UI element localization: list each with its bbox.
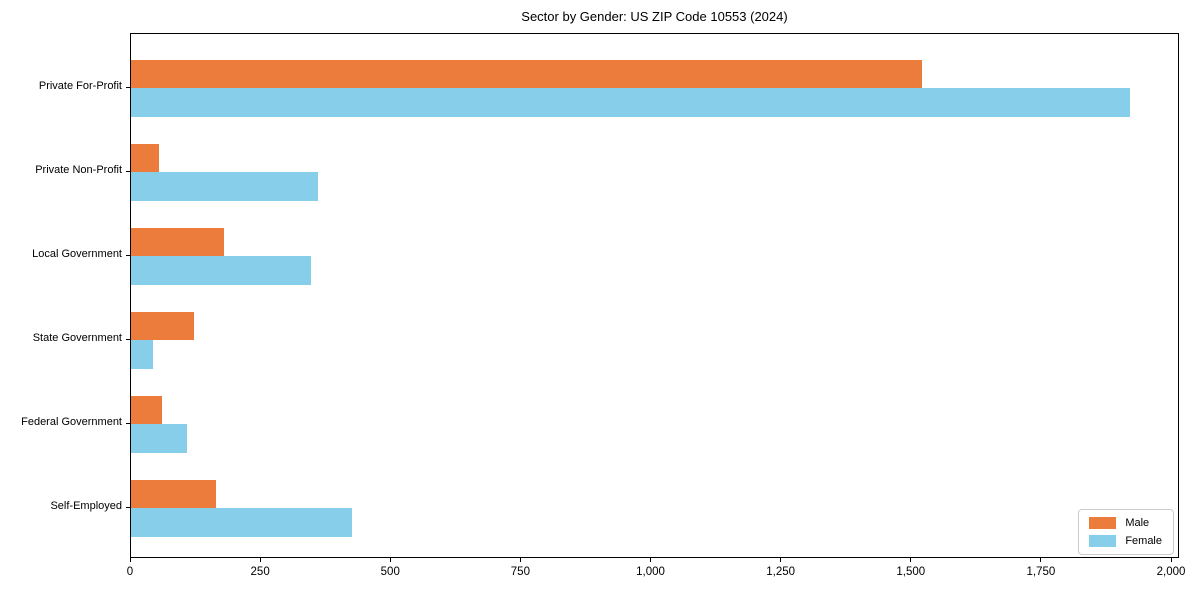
y-tick-mark [126, 171, 130, 172]
bar-male-6 [131, 479, 216, 508]
legend-item-male: Male [1089, 517, 1162, 529]
y-tick-mark [126, 255, 130, 256]
y-tick-label: State Government [32, 332, 122, 344]
x-tick-mark [1170, 558, 1172, 562]
x-tick-label: 750 [510, 566, 530, 578]
chart-title: Sector by Gender: US ZIP Code 10553 (202… [521, 9, 788, 24]
y-tick-label: Private Non-Profit [35, 164, 122, 176]
x-tick-mark [650, 558, 651, 562]
plot-area [130, 33, 1179, 558]
bar-male-1 [131, 59, 923, 88]
bar-female-6 [131, 508, 353, 537]
bar-female-4 [131, 340, 154, 369]
bar-male-3 [131, 227, 224, 256]
bar-female-3 [131, 256, 311, 285]
legend-label-female: Female [1125, 535, 1162, 547]
male-swatch-icon [1089, 517, 1117, 529]
y-tick-mark [126, 423, 130, 424]
y-tick-label: Federal Government [21, 416, 122, 428]
x-tick-label: 1,000 [636, 566, 665, 578]
x-tick-label: 1,500 [896, 566, 926, 578]
x-tick-label: 1,750 [1026, 566, 1056, 578]
legend-item-female: Female [1089, 535, 1162, 547]
bar-male-2 [131, 143, 159, 172]
female-swatch-icon [1089, 535, 1117, 547]
x-tick-mark [780, 558, 782, 562]
x-tick-mark [519, 558, 521, 562]
x-tick-mark [389, 558, 391, 562]
x-tick-mark [1040, 558, 1042, 562]
y-tick-label: Private For-Profit [38, 80, 122, 92]
bar-male-5 [131, 395, 163, 424]
x-tick-label: 2,000 [1156, 566, 1186, 578]
y-tick-label: Local Government [32, 248, 122, 260]
x-tick-label: 500 [380, 566, 400, 578]
y-tick-label: Self-Employed [50, 500, 122, 512]
x-tick-mark [259, 558, 261, 562]
x-tick-label: 1,250 [766, 566, 796, 578]
bar-female-1 [131, 88, 1131, 117]
bar-male-4 [131, 311, 194, 340]
bar-female-2 [131, 172, 319, 201]
y-tick-mark [126, 507, 130, 508]
y-tick-mark [126, 87, 130, 88]
legend: Male Female [1078, 509, 1174, 555]
x-tick-mark [129, 558, 131, 562]
bar-female-5 [131, 424, 188, 453]
x-tick-label: 250 [250, 566, 270, 578]
x-tick-mark [910, 558, 912, 562]
x-tick-label: 0 [126, 566, 134, 578]
legend-label-male: Male [1125, 517, 1150, 529]
y-tick-mark [126, 339, 130, 340]
